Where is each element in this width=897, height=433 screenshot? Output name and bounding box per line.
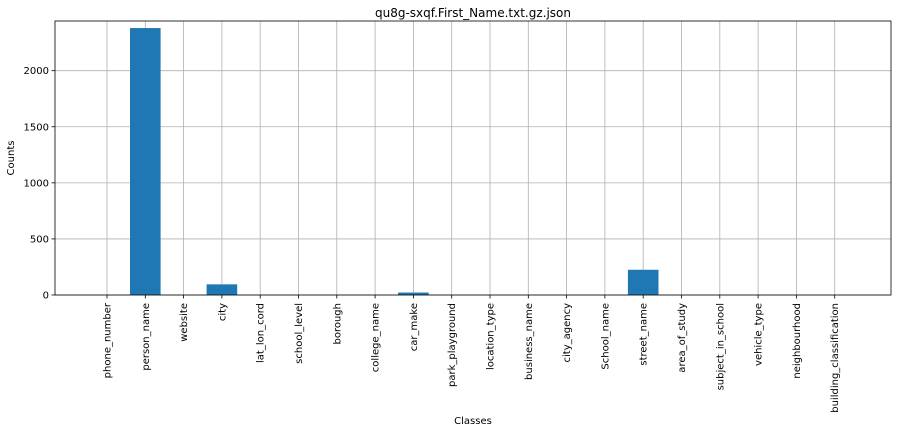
y-tick-label: 0 — [43, 291, 49, 302]
x-tick-label-lat-lon-cord: lat_lon_cord — [256, 303, 267, 363]
x-tick-label-street-name: street_name — [639, 303, 650, 366]
x-tick-label-subject-in-school: subject_in_school — [715, 303, 726, 390]
y-tick-label: 1000 — [24, 178, 49, 189]
x-tick-label-location-type: location_type — [486, 303, 497, 370]
y-tick-label: 2000 — [24, 66, 49, 77]
x-tick-label-park-playground: park_playground — [447, 303, 458, 387]
y-axis: 0 500 1000 1500 2000 — [24, 66, 55, 302]
x-tick-label-car-make: car_make — [409, 303, 420, 351]
x-tick-label-school-level: school_level — [294, 303, 305, 364]
x-tick-label-borough: borough — [332, 303, 343, 345]
x-axis-label: Classes — [454, 416, 492, 427]
x-tick-label-website: website — [179, 303, 190, 342]
y-axis-label: Counts — [6, 141, 17, 176]
x-tick-label-business-name: business_name — [524, 303, 535, 380]
x-tick-label-vehicle-type: vehicle_type — [754, 303, 765, 366]
x-tick-label-college-name: college_name — [371, 303, 382, 372]
chart-title: qu8g-sxqf.First_Name.txt.gz.json — [375, 6, 571, 20]
x-tick-label-building-classification: building_classification — [830, 303, 841, 413]
plot-frame — [54, 20, 892, 296]
bar-person-name — [130, 28, 161, 295]
x-tick-label-neighbourhood: neighbourhood — [792, 303, 803, 379]
bar-car-make — [398, 292, 429, 295]
bars — [130, 28, 659, 295]
y-tick-label: 1500 — [24, 122, 49, 133]
bar-city — [206, 284, 238, 295]
x-tick-label-city: city — [217, 303, 228, 321]
x-tick-label-city-agency: city_agency — [562, 303, 573, 363]
bar-street-name — [627, 269, 659, 295]
y-tick-label: 500 — [30, 234, 49, 245]
grid-lines — [55, 21, 891, 296]
x-tick-label-phone-number: phone_number — [103, 302, 114, 378]
x-axis: phone_number person_name website city lat_lo… — [103, 295, 841, 413]
x-tick-label-area-of-study: area_of_study — [677, 303, 688, 373]
x-tick-label-person-name: person_name — [141, 303, 152, 371]
x-tick-label-school-name: School_name — [600, 303, 611, 370]
